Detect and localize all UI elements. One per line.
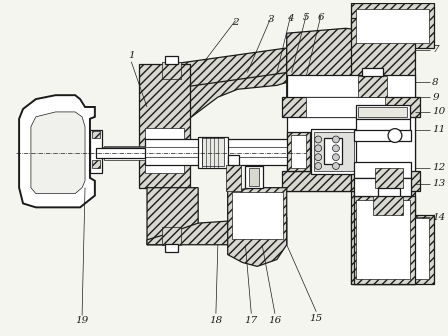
Bar	[353, 218, 429, 279]
Polygon shape	[228, 188, 287, 266]
Text: 17: 17	[245, 317, 258, 326]
Polygon shape	[351, 3, 434, 48]
Bar	[162, 227, 181, 245]
Text: 1: 1	[128, 51, 134, 60]
Bar	[96, 148, 145, 158]
Polygon shape	[147, 48, 287, 92]
Text: 19: 19	[75, 317, 89, 326]
Bar	[282, 97, 419, 117]
Bar	[375, 168, 403, 188]
Text: 13: 13	[432, 179, 446, 188]
Text: 10: 10	[432, 108, 446, 116]
Text: 4: 4	[287, 13, 294, 23]
Bar	[282, 171, 351, 191]
Bar	[311, 129, 356, 174]
Polygon shape	[147, 53, 287, 136]
Circle shape	[332, 163, 340, 169]
Bar	[92, 131, 100, 138]
Bar	[362, 68, 383, 76]
Bar	[353, 130, 411, 141]
Polygon shape	[31, 112, 85, 194]
Bar	[358, 76, 387, 97]
Bar	[100, 148, 297, 157]
Text: 2: 2	[232, 18, 239, 28]
Text: 15: 15	[310, 314, 323, 324]
Polygon shape	[147, 217, 287, 245]
Circle shape	[388, 129, 402, 142]
Bar	[165, 56, 178, 64]
Text: 8: 8	[432, 78, 439, 87]
Circle shape	[315, 154, 322, 161]
Bar	[306, 97, 385, 117]
Bar	[139, 64, 190, 188]
Bar	[358, 107, 407, 117]
Circle shape	[332, 136, 340, 143]
Bar	[228, 155, 240, 165]
Circle shape	[315, 145, 322, 152]
Text: 12: 12	[432, 164, 446, 172]
Polygon shape	[351, 215, 434, 284]
Bar	[291, 134, 306, 168]
Text: 9: 9	[432, 93, 439, 102]
Circle shape	[332, 145, 340, 152]
Bar	[202, 138, 224, 166]
Bar	[353, 162, 411, 178]
Bar	[165, 244, 178, 252]
Text: 11: 11	[432, 125, 446, 134]
Text: 18: 18	[209, 317, 223, 326]
Polygon shape	[353, 196, 415, 284]
Bar	[145, 128, 185, 173]
Bar	[250, 168, 259, 186]
Polygon shape	[19, 95, 95, 207]
Bar	[145, 139, 301, 165]
Text: 16: 16	[268, 317, 281, 326]
Bar	[104, 146, 145, 160]
Polygon shape	[287, 28, 385, 102]
Bar	[287, 132, 310, 171]
Bar	[378, 188, 400, 196]
Bar	[353, 178, 411, 196]
Circle shape	[315, 136, 322, 143]
Polygon shape	[147, 188, 198, 245]
Polygon shape	[351, 18, 415, 284]
Text: 7: 7	[432, 45, 439, 54]
Bar	[92, 160, 100, 168]
Bar	[232, 192, 283, 239]
Text: 3: 3	[267, 15, 274, 25]
Circle shape	[332, 154, 340, 161]
Circle shape	[315, 163, 322, 169]
Text: 14: 14	[432, 213, 446, 222]
Bar	[356, 9, 429, 43]
Bar	[287, 75, 415, 191]
Bar	[356, 201, 410, 279]
Bar	[324, 138, 342, 164]
Bar	[246, 166, 263, 188]
Bar	[356, 105, 410, 119]
Bar	[356, 119, 410, 131]
Bar	[90, 130, 102, 173]
Text: 6: 6	[318, 12, 324, 22]
Bar	[314, 132, 353, 171]
Bar	[162, 62, 181, 79]
Bar	[351, 171, 419, 191]
Text: 5: 5	[303, 12, 310, 22]
Bar	[373, 196, 403, 215]
Bar	[198, 136, 228, 168]
Bar	[226, 165, 241, 191]
